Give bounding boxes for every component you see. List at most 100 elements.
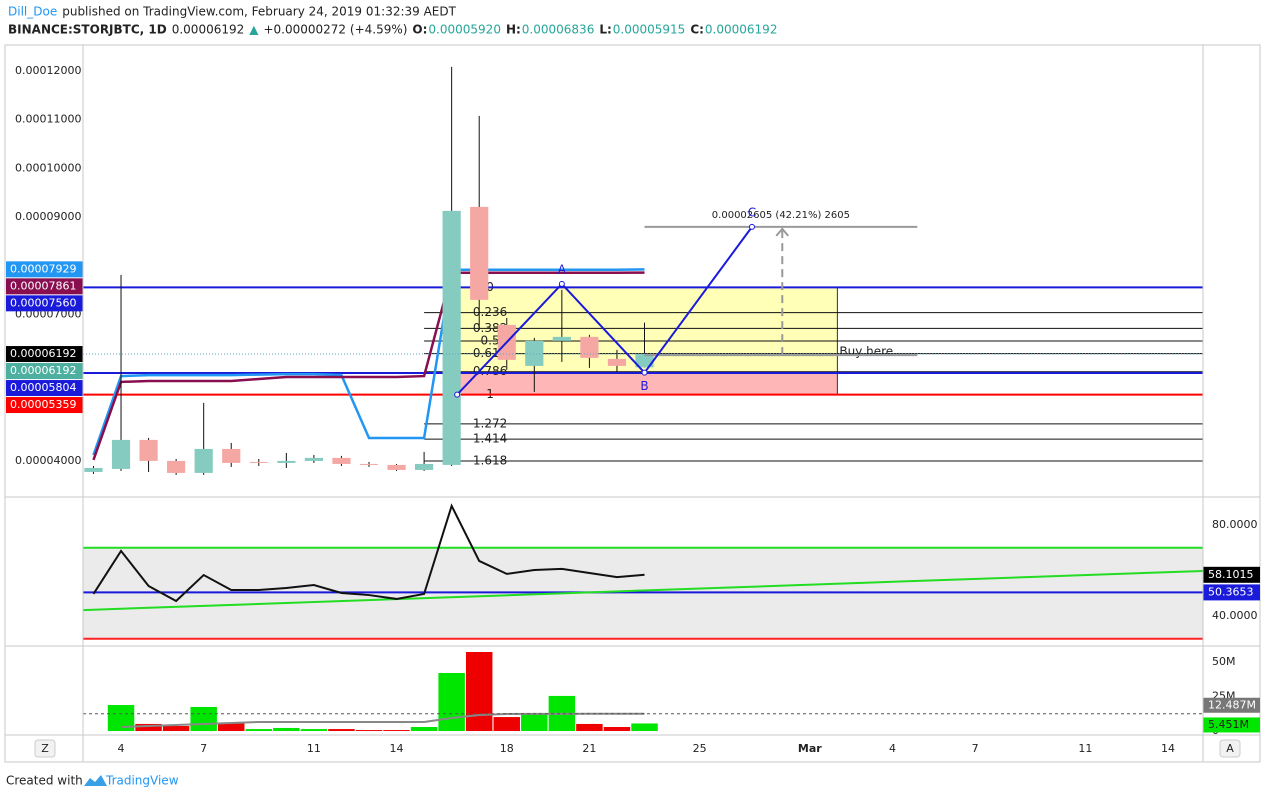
price-label: 0.00007929 <box>10 262 76 275</box>
candle-body <box>552 336 571 341</box>
header-c-label: C: <box>690 23 704 37</box>
candle-body <box>359 463 379 465</box>
rsi-line <box>92 503 645 603</box>
header-published: published on TradingView.com, February 2… <box>62 5 456 19</box>
x-tick-label: 25 <box>693 742 707 755</box>
fib-level-label: 0.5 <box>481 333 500 347</box>
price-label-box <box>6 295 83 312</box>
rsi-last-label: 58.1015 <box>1208 568 1254 581</box>
volume-bar <box>603 726 631 731</box>
header-o: 0.00005920 <box>428 23 501 37</box>
volume-last-box <box>1203 717 1260 733</box>
y-tick-label: 0.00011000 <box>15 113 81 126</box>
y-tick-label: 80.0000 <box>1212 518 1258 531</box>
candle-body <box>249 461 268 463</box>
header-h: 0.00006836 <box>522 23 595 37</box>
hline-label: 50.3653 <box>1208 585 1254 598</box>
scale-button-label[interactable]: A <box>1226 742 1234 755</box>
header-l-label: L: <box>599 23 611 37</box>
candle-body <box>415 463 434 470</box>
header-arrow: ▲ <box>249 23 259 37</box>
y-tick-label: 0.00012000 <box>15 64 81 77</box>
volume-bar <box>300 729 328 731</box>
abc-pattern <box>456 226 753 396</box>
price-label: 0.00006192 <box>10 364 76 377</box>
abc-point <box>454 391 461 398</box>
ma-label: 12.487M <box>1208 698 1256 711</box>
fib-level-label: 1.272 <box>473 416 507 430</box>
header-c: 0.00006192 <box>705 23 778 37</box>
y-tick-label: 0.00009000 <box>15 210 81 223</box>
header-l: 0.00005915 <box>613 23 686 37</box>
price-label: 0.00005804 <box>10 381 76 394</box>
x-tick-label: Mar <box>798 742 822 755</box>
volume-bar <box>328 729 355 731</box>
fib-level-label: 1.618 <box>473 453 507 467</box>
candle-body <box>470 206 489 300</box>
abc-label: C <box>748 205 756 219</box>
indicator-line <box>92 268 645 456</box>
price-label-box <box>6 380 83 397</box>
header-h-label: H: <box>506 23 521 37</box>
price-label-box <box>6 261 83 278</box>
abc-point <box>748 223 755 230</box>
candle-body <box>304 457 323 461</box>
abc-point <box>558 280 565 287</box>
candle-body <box>167 460 186 473</box>
fib-level-label: 0.236 <box>473 305 507 319</box>
chart-frame <box>4 44 1261 763</box>
volume-bar <box>190 706 217 731</box>
candle-body <box>387 464 406 470</box>
volume-bar <box>465 652 493 731</box>
x-tick-label: 7 <box>200 742 207 755</box>
hline-label-box <box>1203 584 1260 601</box>
y-tick-label: 0.00004000 <box>15 454 81 467</box>
volume-bar <box>576 723 603 731</box>
abc-point <box>641 369 648 376</box>
candle-body <box>525 340 544 366</box>
scales: Dill_Doe published on TradingView.com, Fe… <box>6 5 1260 755</box>
measure-arrowhead <box>775 227 790 237</box>
header-change: +0.00000272 (+4.59%) <box>263 23 407 37</box>
header-last: 0.00006192 <box>172 23 245 37</box>
volume-bar <box>245 729 273 731</box>
x-tick-label: 14 <box>390 742 404 755</box>
candle-body <box>222 448 241 463</box>
indicator-line <box>92 271 645 461</box>
x-tick-label: 14 <box>1161 742 1175 755</box>
volume-bar <box>383 730 410 731</box>
y-tick-label: 50M <box>1212 655 1236 668</box>
volume-last-label: 5.451M <box>1208 718 1249 731</box>
trend-line <box>83 569 1203 612</box>
volume-pane <box>83 652 1203 731</box>
scale-button[interactable] <box>1219 739 1241 758</box>
abc-label: A <box>558 262 567 276</box>
x-tick-label: 7 <box>972 742 979 755</box>
header-o-label: O: <box>412 23 427 37</box>
y-tick-label: 40.0000 <box>1212 609 1258 622</box>
footer-text: Created with <box>6 774 83 788</box>
candle-body <box>580 336 599 358</box>
y-tick-label: 0.00010000 <box>15 161 81 174</box>
footer-brand[interactable]: TradingView <box>105 774 179 788</box>
x-tick-label: 21 <box>582 742 596 755</box>
volume-bar <box>521 714 548 731</box>
price-pane: Buy here00.2360.3820.50.6180.78611.2721.… <box>83 66 1203 475</box>
box-label: Buy here <box>839 345 893 359</box>
candle-body <box>139 439 158 461</box>
volume-bar <box>438 672 465 731</box>
price-label: 0.00006192 <box>10 347 76 360</box>
rsi-last-box <box>1203 566 1260 583</box>
candle-body <box>442 210 461 465</box>
scale-button-label[interactable]: Z <box>41 742 49 755</box>
footer-logo[interactable] <box>84 775 107 786</box>
candle-body <box>111 439 131 469</box>
fib-level-label: 1.414 <box>473 432 507 446</box>
price-label-box <box>6 346 83 363</box>
scale-button[interactable] <box>34 739 56 758</box>
volume-bar <box>355 730 383 731</box>
x-tick-label: 4 <box>118 742 125 755</box>
candle-body <box>277 460 296 463</box>
price-label: 0.00007861 <box>10 279 76 292</box>
